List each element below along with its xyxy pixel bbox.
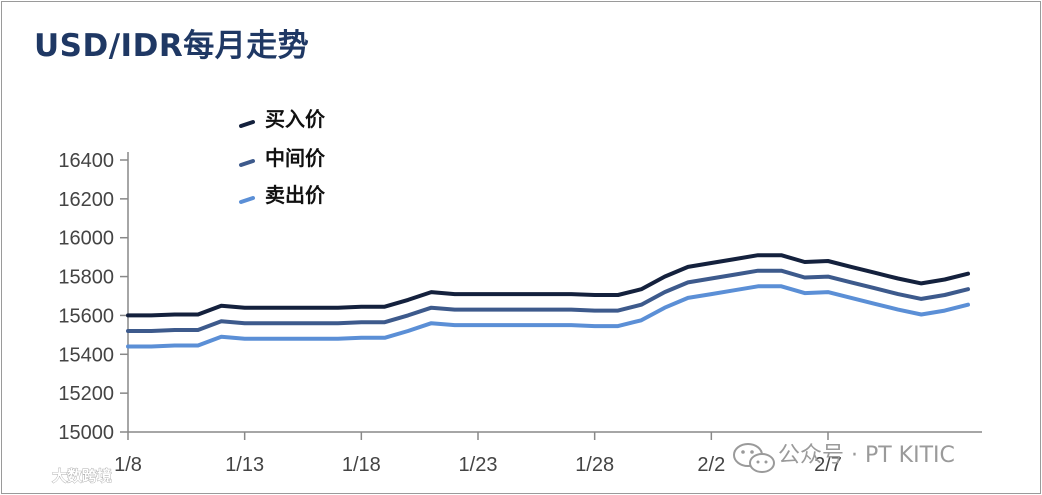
x-tick-label: 1/18 — [342, 454, 381, 476]
axes: 15000 15200 15400 15600 15800 16000 16200 16400… — [58, 150, 982, 476]
series-layer — [126, 253, 970, 349]
corner-watermark: 大数跨境 — [52, 467, 112, 485]
watermark: 公众号 · PT KITIC 大数跨境 — [52, 443, 955, 485]
series-line-3 — [126, 284, 970, 349]
y-tick-label: 15000 — [58, 422, 114, 444]
legend-swatch — [239, 120, 255, 128]
legend-swatch — [239, 159, 255, 167]
x-tick-label: 1/28 — [575, 454, 614, 476]
x-tick-label: 1/13 — [225, 454, 264, 476]
y-tick-label: 15800 — [58, 267, 114, 289]
x-tick-label: 2/7 — [814, 454, 842, 476]
chart-title: USD/IDR每月走势 — [34, 28, 310, 64]
legend-label: 卖出价 — [265, 183, 326, 207]
legend-label: 中间价 — [265, 146, 326, 170]
y-tick-label: 15600 — [58, 305, 114, 327]
y-tick-label: 15400 — [58, 344, 114, 366]
x-tick-label: 1/23 — [459, 454, 498, 476]
legend-swatch — [239, 196, 255, 204]
y-tick-label: 16400 — [58, 150, 114, 172]
x-tick-label: 2/2 — [697, 454, 725, 476]
legend-label: 买入价 — [265, 107, 326, 131]
y-tick-label: 15200 — [58, 383, 114, 405]
y-tick-label: 16200 — [58, 189, 114, 211]
series-line-2 — [126, 268, 970, 333]
series-line-1 — [126, 253, 970, 318]
y-tick-label: 16000 — [58, 228, 114, 250]
wechat-icon — [733, 443, 775, 473]
watermark-text: 公众号 · PT KITIC — [778, 443, 955, 468]
x-tick-label: 1/8 — [114, 454, 142, 476]
